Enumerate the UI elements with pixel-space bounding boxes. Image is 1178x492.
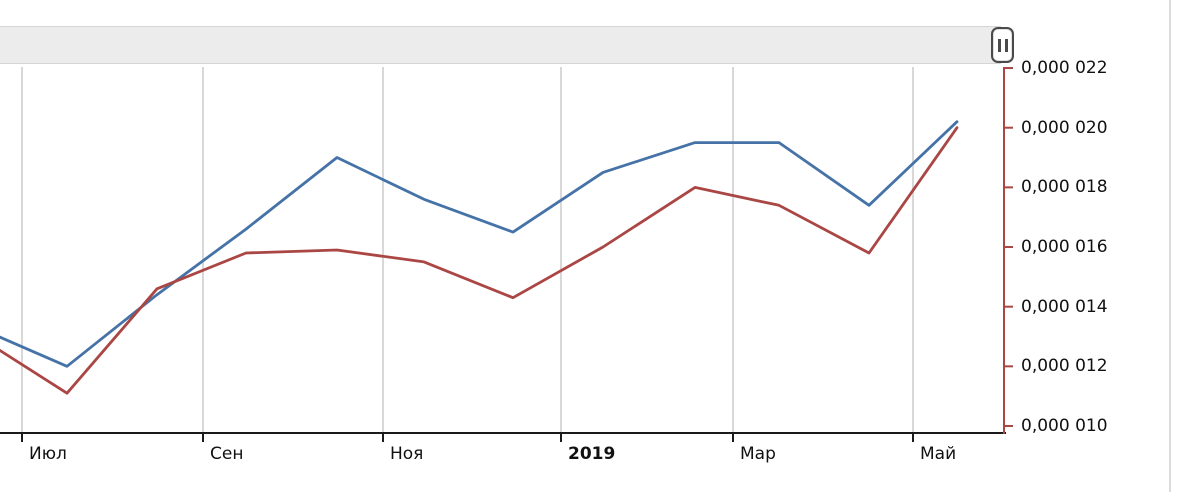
x-axis-label: Май [920,444,957,464]
y-axis-label: 0,000 010 [1021,416,1108,436]
scrollbar-track[interactable] [0,26,1001,64]
x-axis-label: Сен [210,444,244,464]
y-axis-label: 0,000 014 [1021,296,1108,317]
y-axis-label: 0,000 016 [1021,237,1108,258]
x-axis-label: Июл [29,444,67,464]
y-axis-label: 0,000 018 [1021,177,1108,198]
x-axis-label: Мар [740,444,776,464]
series-red-line [0,126,959,395]
x-axis-label: Ноя [390,444,424,464]
y-axis-label: 0,000 022 [1021,58,1108,79]
grip-vertical-icon [1004,38,1008,52]
y-axis-label: 0,000 020 [1021,117,1108,138]
grip-vertical-icon [997,38,1001,52]
panel-right-border [1169,0,1171,492]
y-axis-label: 0,000 012 [1021,356,1108,377]
x-axis-label: 2019 [568,444,616,464]
scrollbar-handle[interactable] [991,27,1014,63]
series-blue-line [0,120,959,368]
